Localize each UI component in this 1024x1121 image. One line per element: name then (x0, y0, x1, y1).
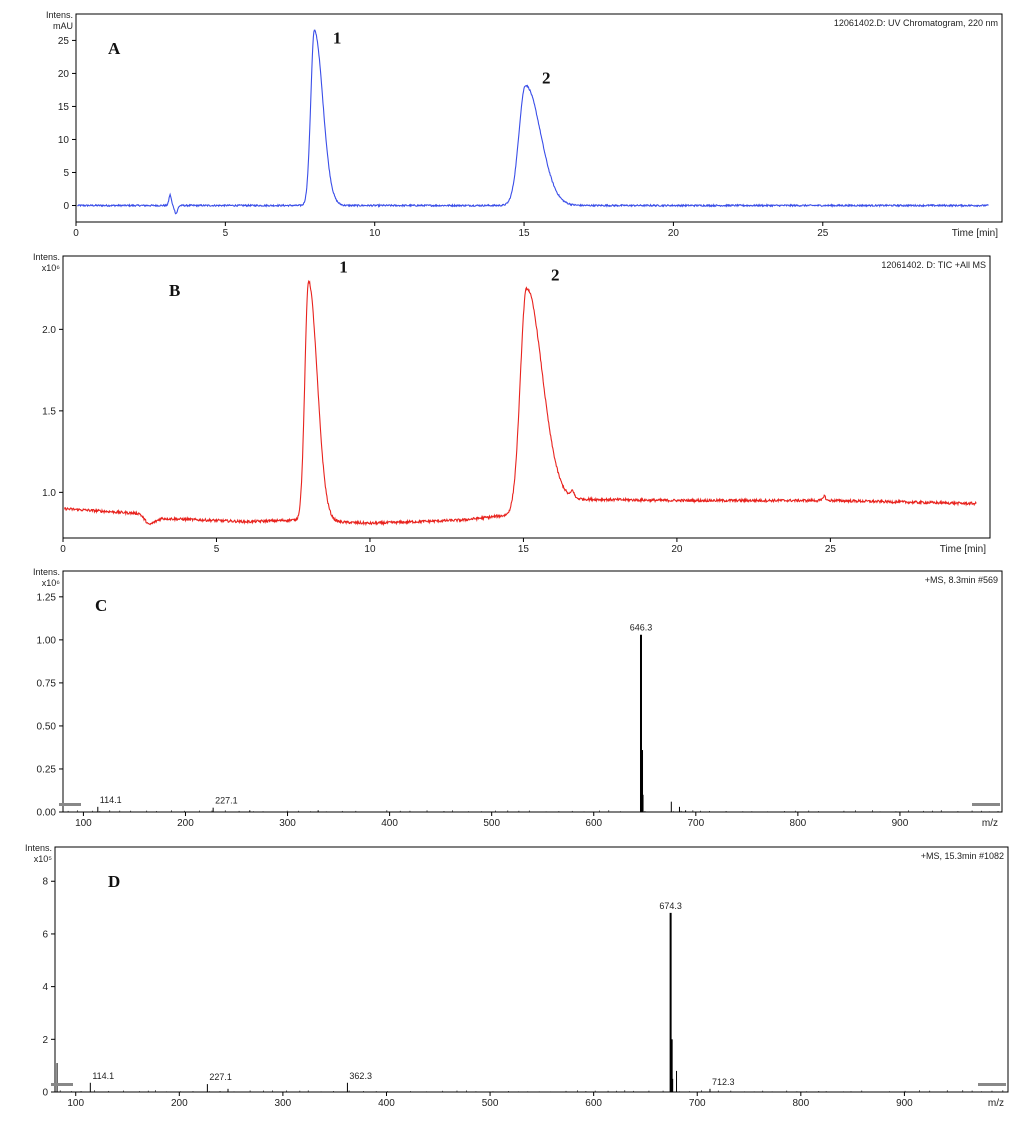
y-axis-label: Intens. (25, 843, 52, 853)
x-tick-label: 10 (364, 544, 376, 555)
x-tick-label: 900 (892, 818, 909, 829)
panel-letter: C (95, 596, 107, 615)
y-tick-label: 0 (42, 1088, 48, 1099)
peak-mz-label: 114.1 (92, 1071, 114, 1081)
plot-frame (54, 846, 1009, 1093)
peak-number-label: 1 (333, 29, 342, 48)
peak-number-label: 2 (542, 68, 551, 87)
x-tick-label: 500 (483, 818, 500, 829)
chart-panel-d: 100 200 300 400 500 600 700 800 900 0 2 4 6 8 Intens.x… (25, 843, 1009, 1109)
y-tick-label: 1.0 (42, 488, 56, 499)
y-tick-label: 2 (42, 1035, 48, 1046)
y-axis-unit: x10⁵ (34, 854, 53, 864)
y-tick-label: 10 (58, 135, 70, 146)
range-marker-left (59, 803, 81, 806)
peak-mz-label: 646.3 (630, 623, 653, 633)
y-axis-label: Intens. (33, 567, 60, 577)
x-axis-label: Time [min] (940, 544, 987, 555)
x-tick-label: 300 (275, 1098, 292, 1109)
peak-mz-label: 362.3 (349, 1071, 372, 1081)
chart-title: +MS, 15.3min #1082 (921, 851, 1004, 861)
x-tick-label: 200 (171, 1098, 188, 1109)
x-tick-label: 200 (177, 818, 194, 829)
chart-title: 12061402. D: TIC +All MS (881, 260, 986, 270)
x-tick-label: 25 (825, 544, 837, 555)
y-tick-label: 0.50 (37, 721, 57, 732)
x-tick-label: 600 (585, 1098, 602, 1109)
y-tick-label: 1.25 (37, 592, 57, 603)
x-tick-label: 5 (214, 544, 220, 555)
y-tick-label: 15 (58, 102, 70, 113)
peak-mz-label: 227.1 (215, 796, 238, 806)
x-tick-label: 400 (378, 1098, 395, 1109)
x-tick-label: 15 (518, 544, 530, 555)
plot-frame (62, 255, 991, 539)
range-marker-left (51, 1083, 73, 1086)
x-tick-label: 300 (279, 818, 296, 829)
peak-mz-label: 712.3 (712, 1077, 735, 1087)
x-tick-label: 0 (73, 228, 79, 239)
panel-letter: B (169, 281, 180, 300)
x-tick-label: 15 (519, 228, 531, 239)
plot-frame (62, 570, 1003, 813)
x-tick-label: 800 (790, 818, 807, 829)
y-tick-label: 0.25 (37, 764, 57, 775)
y-tick-label: 1.5 (42, 406, 56, 417)
y-tick-label: 6 (42, 929, 48, 940)
y-tick-label: 4 (42, 982, 48, 993)
x-tick-label: 900 (896, 1098, 913, 1109)
x-tick-label: 400 (381, 818, 398, 829)
chart-panel-a: 0 5 10 15 20 25 0 5 10 15 20 25 Intens.mAU Time [min]… (46, 10, 1003, 239)
chart-title: 12061402.D: UV Chromatogram, 220 nm (834, 18, 998, 28)
x-axis-label: m/z (988, 1098, 1004, 1109)
y-axis-unit: x10⁶ (42, 263, 61, 273)
peak-mz-label: 227.1 (209, 1072, 232, 1082)
peak-number-label: 1 (339, 257, 348, 276)
peak-mz-label: 674.3 (659, 901, 682, 911)
x-tick-label: 800 (792, 1098, 809, 1109)
chart-title: +MS, 8.3min #569 (925, 575, 998, 585)
x-tick-label: 100 (75, 818, 92, 829)
y-tick-label: 0 (63, 201, 69, 212)
chart-panel-b: 0 5 10 15 20 25 1.0 1.5 2.0 Intens.x10⁶ Time [min]… (33, 252, 991, 555)
x-axis-label: Time [min] (952, 228, 999, 239)
panel-letter: D (108, 872, 120, 891)
x-tick-label: 10 (369, 228, 381, 239)
x-tick-label: 700 (689, 1098, 706, 1109)
panel-letter: A (108, 39, 121, 58)
peak-mz-label: 114.1 (100, 795, 122, 805)
y-axis-unit: x10⁶ (42, 578, 61, 588)
chromatogram-trace (64, 279, 977, 527)
y-tick-label: 8 (42, 877, 48, 888)
x-tick-label: 100 (67, 1098, 84, 1109)
y-tick-label: 2.0 (42, 325, 56, 336)
range-marker-right (972, 803, 1000, 806)
peak-number-label: 2 (551, 265, 560, 284)
chart-panel-c: 100 200 300 400 500 600 700 800 900 0.00 0.25 0.50 0… (33, 567, 1003, 829)
plot-frame (75, 13, 1003, 223)
range-marker-right (978, 1083, 1006, 1086)
x-tick-label: 20 (671, 544, 683, 555)
chromatogram-trace (77, 29, 989, 215)
x-tick-label: 700 (687, 818, 704, 829)
x-axis-label: m/z (982, 818, 998, 829)
x-tick-label: 5 (223, 228, 229, 239)
y-tick-label: 1.00 (37, 635, 57, 646)
x-tick-label: 25 (817, 228, 829, 239)
y-tick-label: 25 (58, 36, 70, 47)
y-axis-label: Intens. (33, 252, 60, 262)
y-axis-label: Intens. (46, 10, 73, 20)
x-tick-label: 0 (60, 544, 66, 555)
x-tick-label: 600 (585, 818, 602, 829)
x-tick-label: 500 (482, 1098, 499, 1109)
y-tick-label: 5 (63, 168, 69, 179)
y-tick-label: 0.00 (37, 808, 57, 819)
y-tick-label: 0.75 (37, 678, 57, 689)
x-tick-label: 20 (668, 228, 680, 239)
y-tick-label: 20 (58, 69, 70, 80)
y-axis-unit: mAU (53, 21, 73, 31)
